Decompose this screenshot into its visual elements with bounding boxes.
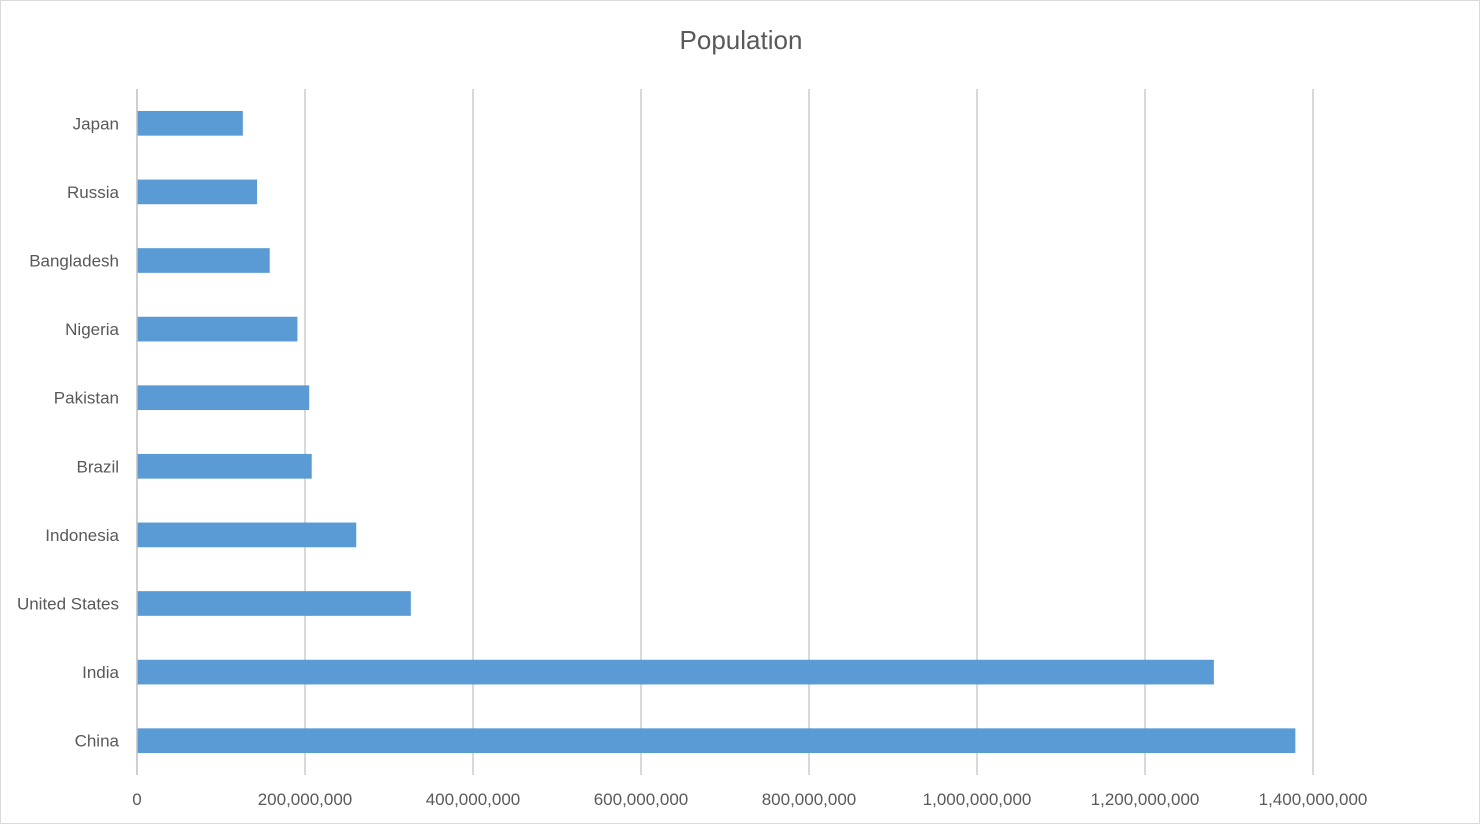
x-tick-label: 400,000,000 bbox=[426, 790, 521, 809]
category-label: Pakistan bbox=[54, 389, 119, 408]
x-tick-label: 1,000,000,000 bbox=[923, 790, 1032, 809]
bar bbox=[137, 728, 1296, 754]
category-label: Bangladesh bbox=[29, 252, 119, 271]
bar bbox=[137, 248, 270, 273]
bar bbox=[137, 659, 1214, 685]
x-tick-label: 1,200,000,000 bbox=[1091, 790, 1200, 809]
bar bbox=[137, 591, 411, 616]
chart-title: Population bbox=[680, 25, 803, 55]
x-tick-label: 200,000,000 bbox=[258, 790, 353, 809]
category-label: Russia bbox=[67, 183, 120, 202]
category-label: United States bbox=[17, 595, 119, 614]
bar bbox=[137, 385, 310, 411]
bar bbox=[137, 110, 243, 136]
bar bbox=[137, 522, 357, 548]
x-tick-label: 800,000,000 bbox=[762, 790, 857, 809]
bar bbox=[137, 453, 312, 479]
x-tick-label: 1,400,000,000 bbox=[1259, 790, 1368, 809]
category-label: China bbox=[75, 732, 120, 751]
category-label: Brazil bbox=[76, 457, 119, 476]
bar bbox=[137, 316, 298, 342]
x-tick-label: 0 bbox=[132, 790, 141, 809]
category-label: Indonesia bbox=[45, 526, 119, 545]
bar bbox=[137, 179, 258, 205]
category-label: Japan bbox=[73, 114, 119, 133]
category-label: India bbox=[82, 663, 119, 682]
bars bbox=[137, 110, 1296, 754]
category-label: Nigeria bbox=[65, 320, 119, 339]
x-tick-label: 600,000,000 bbox=[594, 790, 689, 809]
labels: 0 200,000,000 400,000,000 600,000,000 800,00… bbox=[17, 114, 1367, 809]
gridlines bbox=[304, 89, 1314, 775]
